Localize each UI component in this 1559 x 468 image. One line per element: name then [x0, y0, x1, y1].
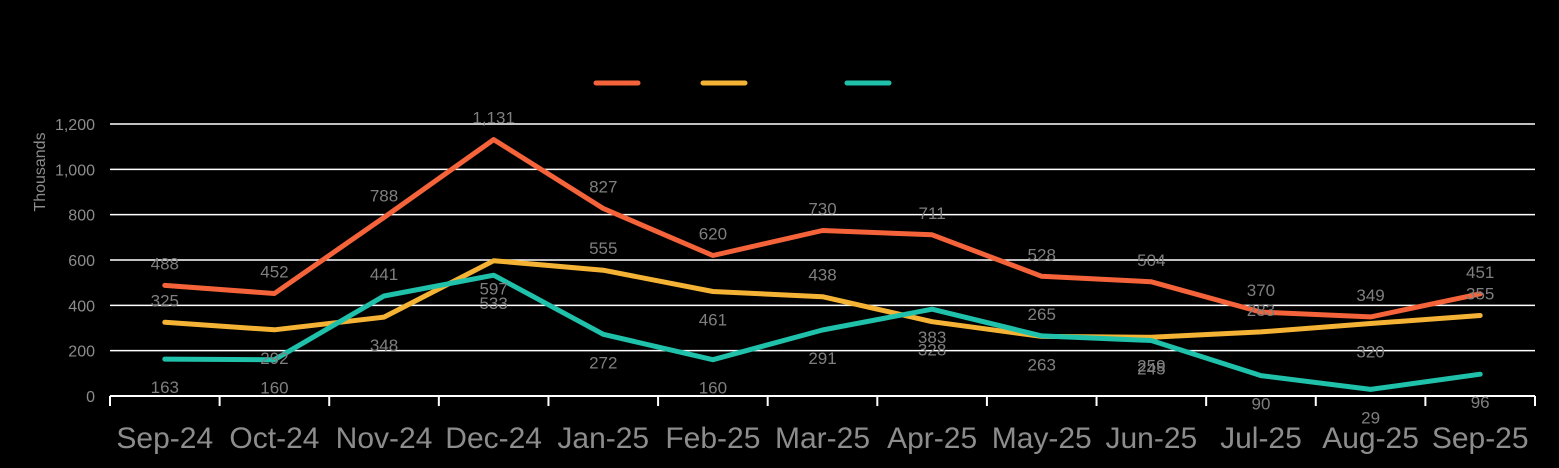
x-tick-label: May-25	[992, 422, 1092, 455]
data-label: 451	[1466, 263, 1494, 282]
data-label: 265	[1028, 305, 1056, 324]
data-label: 90	[1252, 395, 1271, 414]
data-label: 160	[260, 379, 288, 398]
data-label: 29	[1361, 408, 1380, 427]
data-label: 461	[699, 311, 727, 330]
data-label: 711	[919, 204, 946, 223]
data-label: 320	[1356, 342, 1384, 361]
data-label: 328	[918, 341, 946, 360]
x-tick-label: Jul-25	[1220, 422, 1302, 455]
series-line-3	[162, 272, 1483, 392]
data-label: 325	[151, 291, 179, 310]
data-label: 283	[1247, 301, 1275, 320]
x-tick-label: Mar-25	[775, 422, 870, 455]
data-label: 349	[1356, 286, 1384, 305]
data-label: 355	[1466, 285, 1494, 304]
x-tick-label: Jun-25	[1105, 422, 1197, 455]
data-label: 383	[918, 328, 946, 347]
data-label: 533	[479, 294, 507, 313]
data-label: 441	[370, 265, 398, 284]
x-tick-label: Jan-25	[557, 422, 649, 455]
data-label: 245	[1137, 359, 1165, 378]
data-label: 827	[589, 178, 617, 197]
y-axis-label: Thousands	[32, 132, 49, 211]
y-tick-label: 200	[68, 344, 95, 361]
data-label: 452	[260, 263, 288, 282]
data-label: 597	[479, 280, 507, 299]
data-label: 438	[808, 266, 836, 285]
data-label: 272	[589, 353, 617, 372]
series-line-2	[162, 258, 1483, 340]
x-tick-label: Aug-25	[1322, 422, 1419, 455]
x-tick-label: Dec-24	[445, 422, 542, 455]
x-tick-label: Nov-24	[336, 422, 433, 455]
data-label: 96	[1471, 393, 1490, 412]
data-label: 259	[1137, 356, 1165, 375]
data-label: 528	[1028, 245, 1056, 264]
x-tick-label: Oct-24	[229, 422, 319, 455]
data-labels: 488 452 788 1,131 827 620 730 711 528 504 370 349 45…	[151, 109, 1495, 428]
x-tick-label: Feb-25	[665, 422, 760, 455]
data-label: 263	[1028, 355, 1056, 374]
y-tick-label: 0	[86, 389, 95, 406]
data-label: 163	[151, 378, 179, 397]
data-label: 504	[1137, 251, 1165, 270]
chart-gridlines	[110, 123, 1535, 352]
y-tick-label: 600	[68, 253, 95, 270]
data-label: 292	[260, 349, 288, 368]
data-label: 291	[808, 349, 836, 368]
x-tick-label: Apr-25	[887, 422, 977, 455]
x-tick-label: Sep-25	[1432, 422, 1529, 455]
data-label: 788	[370, 186, 398, 205]
data-label: 348	[370, 336, 398, 355]
data-label: 488	[151, 254, 179, 273]
y-tick-label: 1,000	[55, 162, 95, 179]
x-axis: Sep-24 Oct-24 Nov-24 Dec-24 Jan-25 Feb-25 Mar-…	[109, 395, 1536, 455]
chart-series	[162, 137, 1483, 392]
x-tick-label: Sep-24	[116, 422, 213, 455]
y-tick-label: 1,200	[55, 117, 95, 134]
data-label: 1,131	[472, 109, 515, 128]
data-label: 730	[808, 200, 836, 219]
data-label: 555	[589, 239, 617, 258]
y-tick-label: 800	[68, 208, 95, 225]
y-axis-ticks: 0 200 400 600 800 1,000 1,200	[55, 117, 95, 406]
data-label: 370	[1247, 281, 1275, 300]
y-tick-label: 400	[68, 298, 95, 315]
series-line-1	[162, 137, 1483, 320]
data-label: 160	[699, 379, 727, 398]
data-label: 620	[699, 224, 727, 243]
